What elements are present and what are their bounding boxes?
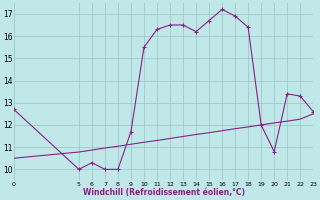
X-axis label: Windchill (Refroidissement éolien,°C): Windchill (Refroidissement éolien,°C) bbox=[83, 188, 244, 197]
